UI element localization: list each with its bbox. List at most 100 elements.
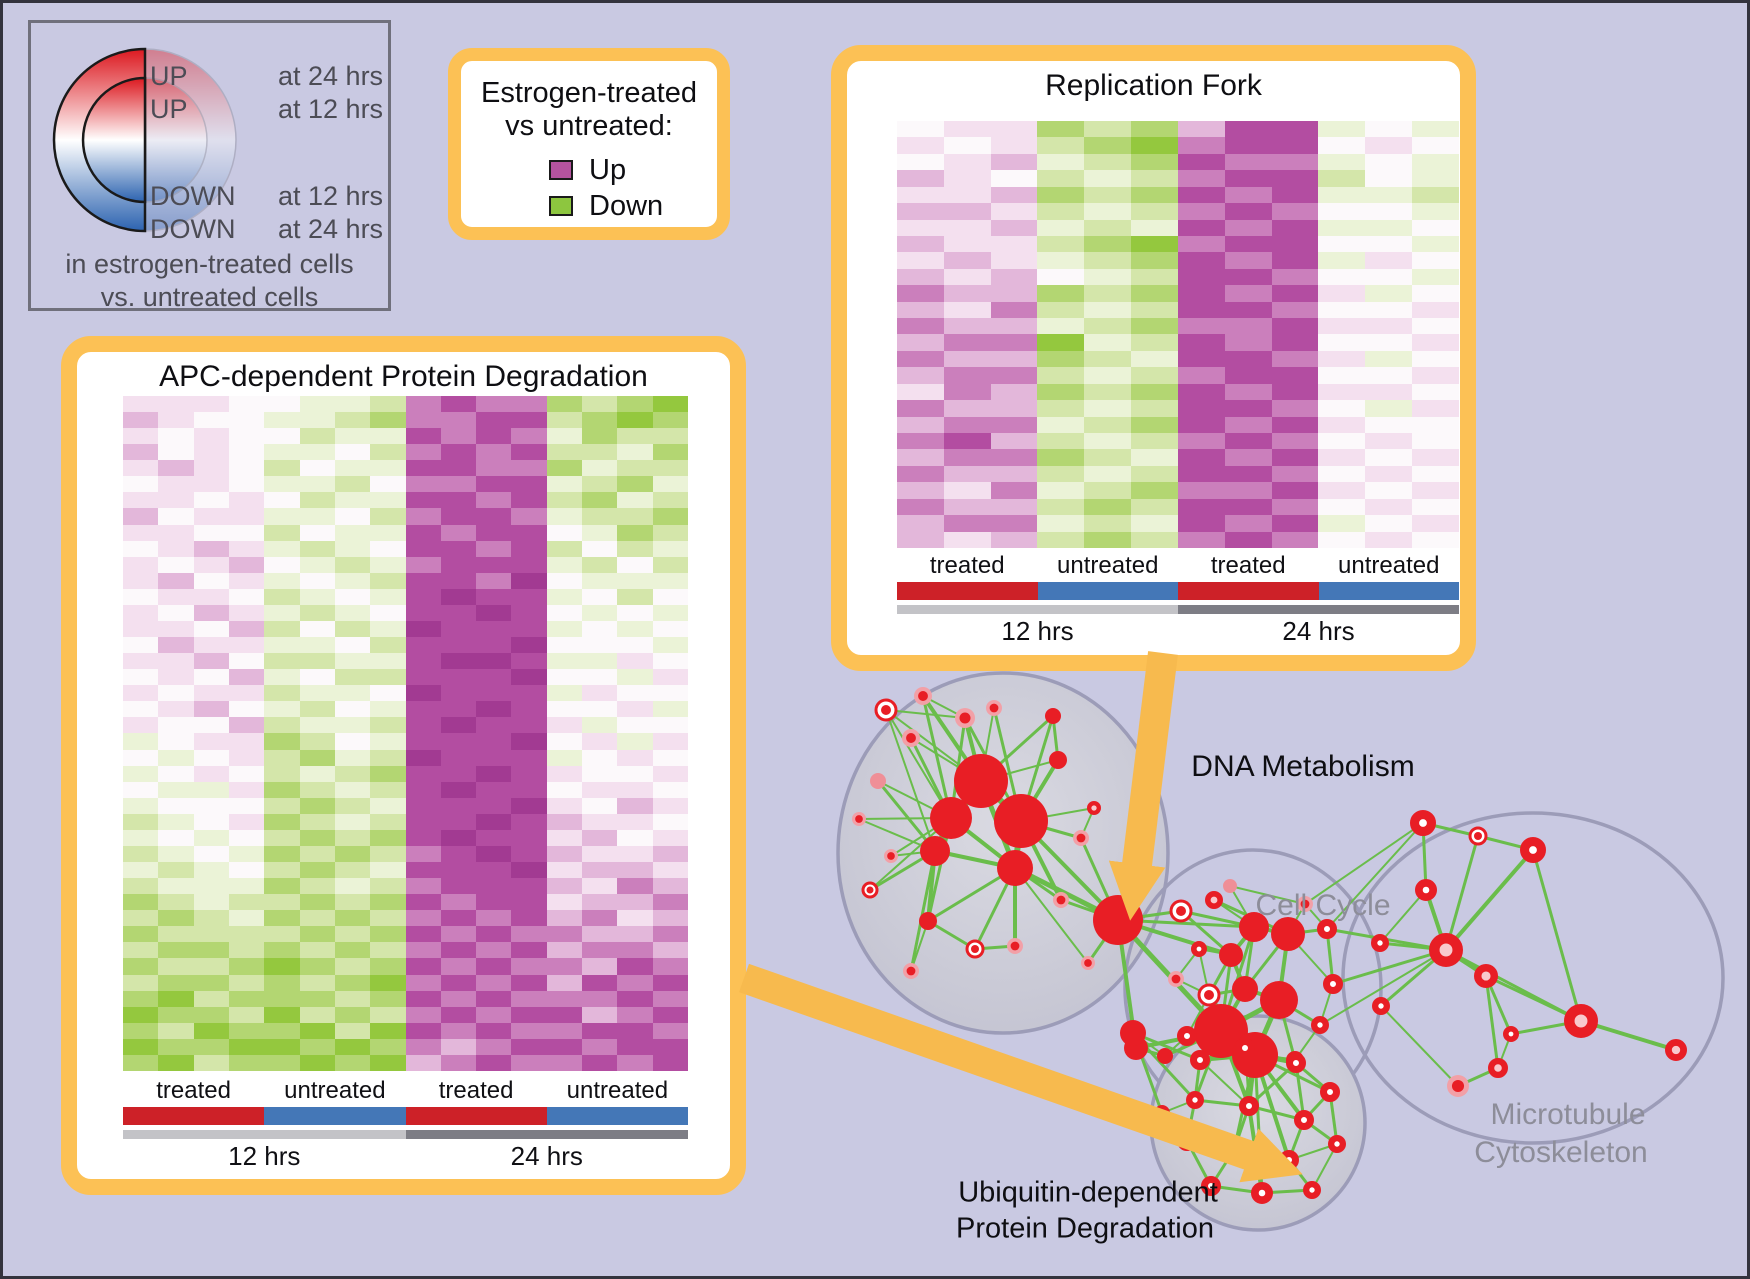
heatmap-cell <box>1177 285 1225 302</box>
heatmap-cell <box>1412 219 1459 236</box>
heatmap-cell <box>1365 383 1413 401</box>
heatmap-cell <box>546 1054 583 1071</box>
heatmap-cell <box>228 1054 265 1071</box>
heatmap-cell <box>193 492 229 509</box>
heatmap-cell <box>476 540 512 557</box>
group-label: untreated <box>284 1077 386 1104</box>
heatmap-cell <box>334 974 371 991</box>
heatmap-cell <box>228 396 265 413</box>
network-edge <box>1332 948 1447 986</box>
heatmap-cell <box>405 958 441 975</box>
heatmap-cell <box>511 428 547 445</box>
heatmap-cell <box>264 1038 300 1055</box>
heatmap-cell <box>440 1022 477 1039</box>
heatmap-cell <box>264 620 300 638</box>
heatmap-cell <box>546 1022 583 1039</box>
heatmap-cell <box>652 637 688 654</box>
heatmap-cell <box>582 781 618 798</box>
heatmap-cell <box>123 926 159 943</box>
heatmap-cell <box>1271 449 1319 466</box>
heatmap-cell <box>943 170 991 187</box>
heatmap-cell <box>1131 531 1178 548</box>
heatmap-cell <box>476 556 512 573</box>
heatmap-cell <box>193 701 229 718</box>
heatmap-cell <box>1131 482 1178 499</box>
heatmap-cell <box>897 383 944 401</box>
heatmap-cell <box>1084 252 1132 269</box>
heatmap-cell <box>1365 449 1413 466</box>
heatmap-cell <box>299 572 335 589</box>
heatmap-cell <box>158 701 194 718</box>
heatmap-cell <box>1365 498 1413 516</box>
heatmap-cell <box>158 845 194 863</box>
heatmap-cell <box>405 797 441 814</box>
heatmap-cell <box>440 685 477 702</box>
heatmap-cell <box>943 121 991 138</box>
apc-panel: APC-dependent Protein Degradation treate… <box>61 336 746 1195</box>
heatmap-cell <box>405 588 441 605</box>
apc-group-labels: treated untreated treated untreated <box>123 1078 688 1104</box>
heatmap-cell <box>193 444 229 461</box>
time-bar-segment-12 <box>123 1130 406 1139</box>
heatmap-cell <box>1084 482 1132 499</box>
network-node-target <box>965 939 985 959</box>
heatmap-cell <box>617 460 653 477</box>
replication-group-labels: treated untreated treated untreated <box>897 553 1459 579</box>
heatmap-cell <box>1224 515 1272 532</box>
heatmap-cell <box>264 1054 300 1071</box>
heatmap-cell <box>1365 252 1413 269</box>
heatmap-cell <box>1365 433 1413 450</box>
heatmap-cell <box>1177 252 1225 269</box>
heatmap-cell <box>511 894 547 911</box>
heatmap-cell <box>228 637 265 654</box>
heatmap-cell <box>123 781 159 798</box>
heatmap-cell <box>546 878 583 895</box>
heatmap-cell <box>1365 416 1413 434</box>
heatmap-cell <box>1271 433 1319 450</box>
heatmap-cell <box>228 717 265 734</box>
group-label: treated <box>156 1077 231 1104</box>
heatmap-cell <box>546 1038 583 1055</box>
network-node-solid <box>994 794 1048 848</box>
heatmap-cell <box>405 1022 441 1039</box>
heatmap-cell <box>334 685 371 702</box>
heatmap-cell <box>299 942 335 959</box>
heatmap-cell <box>264 910 300 927</box>
microtubule-label-line2: Cytoskeleton <box>1474 1136 1648 1169</box>
heatmap-cell <box>1224 285 1272 302</box>
heatmap-cell <box>511 572 547 589</box>
heatmap-cell <box>1177 531 1225 548</box>
heatmap-cell <box>1037 334 1085 351</box>
heatmap-cell <box>370 701 406 718</box>
network-node-solid <box>930 797 972 839</box>
heatmap-cell <box>440 1054 477 1071</box>
heatmap-cell <box>405 845 441 863</box>
heatmap-cell <box>264 428 300 445</box>
arrow-apc-to-ubiquitin <box>739 963 1303 1183</box>
heatmap-cell <box>943 400 991 417</box>
heatmap-cell <box>1271 203 1319 220</box>
ubiquitin-label-line2: Protein Degradation <box>956 1212 1214 1245</box>
heatmap-cell <box>511 1022 547 1039</box>
heatmap-cell <box>264 765 300 782</box>
heatmap-cell <box>299 845 335 863</box>
network-node-halo <box>1073 830 1089 846</box>
heatmap-cell <box>1037 367 1085 384</box>
heatmap-cell <box>1037 285 1085 302</box>
heatmap-cell <box>264 476 300 493</box>
heatmap-cell <box>370 733 406 750</box>
heatmap-cell <box>123 1054 159 1071</box>
heatmap-cell <box>546 765 583 782</box>
heatmap-cell <box>511 990 547 1007</box>
heatmap-cell <box>582 813 618 830</box>
heatmap-cell <box>405 974 441 991</box>
heatmap-cell <box>652 428 688 445</box>
heatmap-cell <box>440 829 477 846</box>
heatmap-cell <box>158 942 194 959</box>
heatmap-cell <box>943 334 991 351</box>
heatmap-cell <box>405 829 441 846</box>
heatmap-cell <box>652 894 688 911</box>
heatmap-cell <box>228 813 265 830</box>
heatmap-cell <box>405 1006 441 1023</box>
annotation-arrows <box>739 651 1303 1183</box>
